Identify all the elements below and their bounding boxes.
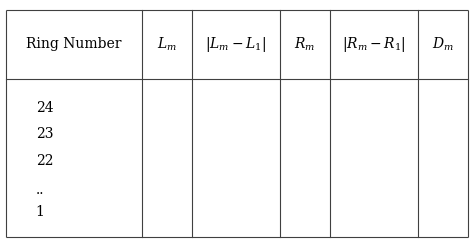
Text: $D_m$: $D_m$: [432, 36, 454, 53]
Text: $| L_m - L_1|$: $| L_m - L_1|$: [205, 35, 266, 54]
Text: 22: 22: [36, 154, 53, 168]
Text: $| R_m - R_1|$: $| R_m - R_1|$: [342, 35, 406, 54]
Text: 1: 1: [36, 205, 45, 219]
Text: Ring Number: Ring Number: [26, 37, 121, 51]
Text: $R_m$: $R_m$: [294, 36, 316, 53]
Text: ..: ..: [36, 183, 44, 197]
Text: 23: 23: [36, 127, 53, 141]
Text: $L_m$: $L_m$: [156, 36, 177, 53]
Text: 24: 24: [36, 100, 53, 114]
